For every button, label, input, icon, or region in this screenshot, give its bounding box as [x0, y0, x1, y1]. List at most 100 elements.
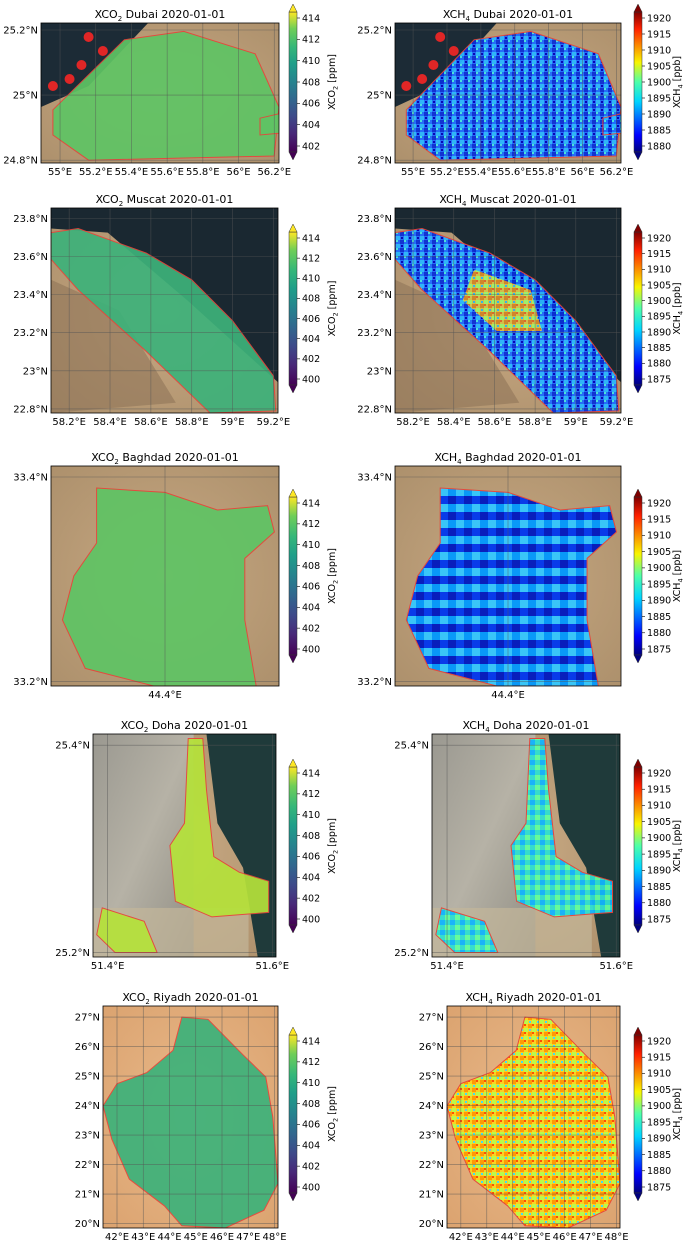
x-tick-label: 58.6°E	[478, 417, 512, 428]
colorbar-tick-label: 1905	[647, 1085, 671, 1096]
x-tick-label: 47°E	[579, 1232, 603, 1241]
panel-title: XCH4 Riyadh 2020-01-01	[466, 991, 602, 1006]
colorbar-label: XCO2 [ppm]	[327, 818, 340, 874]
map-frame	[40, 22, 280, 164]
y-tick-label: 24.8°N	[357, 156, 392, 167]
colorbar-tick-label: 1895	[647, 1117, 671, 1128]
colorbar-label: XCH4 [ppb]	[672, 550, 685, 602]
colorbar-gradient	[288, 1034, 298, 1194]
colorbar-tick-label: 1885	[647, 612, 671, 623]
y-tick-label: 26°N	[75, 1042, 100, 1053]
colorbar-extend-bottom	[288, 151, 298, 161]
y-tick-label: 25°N	[13, 91, 38, 102]
map-area	[51, 208, 278, 413]
y-tick-label: 26°N	[419, 1042, 444, 1053]
colorbar-tick-label: 408	[302, 1099, 320, 1110]
x-tick-label: 55.8°E	[186, 167, 220, 178]
y-tick-label: 23.8°N	[357, 214, 392, 225]
colorbar-tick-label: 412	[302, 35, 320, 46]
x-tick-label: 44°E	[157, 1232, 181, 1241]
y-tick-label: 23.2°N	[357, 328, 392, 339]
x-tick-label: 44°E	[501, 1232, 525, 1241]
x-tick-label: 48°E	[605, 1232, 629, 1241]
colorbar-tick-label: 1880	[647, 141, 671, 152]
x-tick-label: 58.8°E	[175, 417, 209, 428]
colorbar: 402 404 406 408 410 412 414 XCO2 [ppm]	[288, 3, 340, 161]
colorbar-tick-label: 412	[302, 789, 320, 800]
y-tick-label: 25°N	[367, 91, 392, 102]
colorbar-tick-label: 414	[302, 768, 320, 779]
map-panel-5: 44.4°E 33.2°N 33.4°N XCO2 Baghdad 2020-01-0…	[13, 451, 339, 701]
y-tick-label: 25.4°N	[55, 741, 90, 752]
island-marker	[428, 60, 439, 70]
colorbar-tick-label: 400	[302, 914, 320, 925]
colorbar-label: XCO2 [ppm]	[327, 1086, 340, 1142]
colorbar-gradient	[633, 496, 643, 656]
x-tick-label: 51.6°E	[599, 961, 633, 972]
panel-title: XCO2 Baghdad 2020-01-01	[91, 451, 238, 466]
x-tick-label: 56°E	[227, 167, 251, 178]
colorbar-tick-label: 410	[302, 1078, 320, 1089]
y-tick-label: 23.4°N	[13, 290, 48, 301]
map-area	[395, 23, 621, 163]
y-tick-label: 23°N	[23, 366, 48, 377]
colorbar-tick-label: 412	[302, 519, 320, 530]
colorbar-gradient	[288, 766, 298, 926]
map-panel-4: 58.2°E 58.4°E 58.6°E 58.8°E 59°E 59.2°E 22.8°N…	[357, 193, 684, 428]
colorbar-extend-top	[288, 488, 298, 498]
island-marker	[448, 46, 459, 56]
colorbar: 400 402 404 406 408 410 412 414 XCO2 [ppm]	[288, 1026, 340, 1202]
island-marker	[97, 46, 108, 56]
colorbar-tick-label: 410	[302, 540, 320, 551]
colorbar-tick-label: 1875	[647, 1182, 671, 1193]
colorbar-gradient	[288, 11, 298, 153]
map-frame	[394, 22, 622, 164]
y-tick-label: 22.8°N	[357, 404, 392, 415]
colorbar-tick-label: 414	[302, 1036, 320, 1047]
colorbar-tick-label: 402	[302, 893, 320, 904]
colorbar-tick-label: 404	[302, 873, 320, 884]
y-tick-label: 23°N	[75, 1131, 100, 1142]
colorbar-extend-bottom	[633, 1192, 643, 1202]
colorbar-tick-label: 1875	[647, 374, 671, 385]
colorbar-tick-label: 1895	[647, 312, 671, 323]
colorbar-tick-label: 404	[302, 603, 320, 614]
colorbar-tick-label: 1915	[647, 249, 671, 260]
map-panel-7: 51.4°E 51.6°E 25.2°N 25.4°N XCO2 Doha 2020-0…	[55, 719, 339, 972]
x-tick-label: 45°E	[527, 1232, 551, 1241]
x-tick-label: 56.2°E	[257, 167, 291, 178]
colorbar-label: XCO2 [ppm]	[327, 54, 340, 110]
colorbar-tick-label: 1890	[647, 109, 671, 120]
x-tick-label: 46°E	[553, 1232, 577, 1241]
x-tick-label: 43°E	[131, 1232, 155, 1241]
colorbar: 1875 1880 1885 1890 1895 1900 1905 1910 1915 1920…	[633, 223, 685, 394]
y-tick-label: 24.8°N	[3, 156, 38, 167]
colorbar-tick-label: 1885	[647, 343, 671, 354]
colorbar-tick-label: 406	[302, 99, 320, 110]
colorbar: 400 402 404 406 408 410 412 414 XCO2 [ppm]	[288, 488, 340, 664]
colorbar-tick-label: 414	[302, 233, 320, 244]
colorbar-tick-label: 402	[302, 623, 320, 634]
map-frame	[50, 465, 280, 687]
colorbar-tick-label: 1875	[647, 914, 671, 925]
y-tick-label: 25.4°N	[394, 741, 429, 752]
map-panel-2: 55°E 55.2°E 55.4°E 55.6°E 55.8°E 56°E 56.2°E 24…	[357, 3, 685, 178]
colorbar-gradient	[633, 766, 643, 926]
y-tick-label: 25.2°N	[357, 26, 392, 37]
colorbar-extend-top	[633, 1026, 643, 1036]
map-panel-6: 44.4°E 33.2°N 33.4°N XCH4 Baghdad 2020-01-0…	[357, 451, 684, 701]
colorbar-tick-label: 1890	[647, 327, 671, 338]
island-marker	[64, 74, 75, 84]
panel-title: XCO2 Muscat 2020-01-01	[96, 193, 234, 208]
island-marker	[417, 74, 428, 84]
x-tick-label: 45°E	[184, 1232, 208, 1241]
panel-title: XCO2 Doha 2020-01-01	[121, 719, 248, 734]
colorbar-tick-label: 414	[302, 498, 320, 509]
colorbar-tick-label: 402	[302, 141, 320, 152]
colorbar-extend-bottom	[633, 151, 643, 161]
colorbar-tick-label: 1895	[647, 93, 671, 104]
colorbar-tick-label: 1905	[647, 61, 671, 72]
colorbar-tick-label: 1900	[647, 77, 671, 88]
y-tick-label: 33.4°N	[13, 473, 48, 484]
